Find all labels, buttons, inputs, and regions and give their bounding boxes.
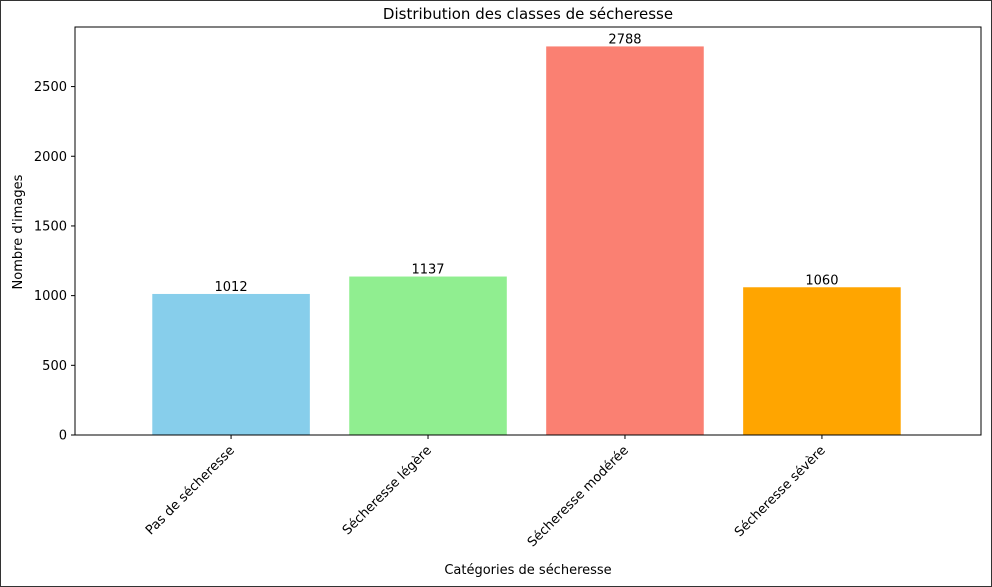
x-tick-label: Pas de sécheresse bbox=[143, 443, 238, 538]
data-label-3: 2788 bbox=[608, 32, 641, 47]
x-tick-label: Sécheresse sévère bbox=[732, 443, 829, 540]
bar-2 bbox=[349, 276, 507, 435]
y-tick-label: 1500 bbox=[34, 219, 67, 234]
data-label-2: 1137 bbox=[411, 263, 444, 278]
plot-area: 1012 1137 2788 1060 0 500 1000 1500 2000 2500 Pas … bbox=[34, 26, 982, 550]
y-tick-label: 0 bbox=[59, 429, 67, 444]
y-axis-label: Nombre d'images bbox=[11, 174, 26, 289]
y-tick-label: 1000 bbox=[34, 289, 67, 304]
plot-frame bbox=[74, 26, 982, 436]
chart-title: Distribution des classes de sécheresse bbox=[383, 5, 673, 23]
x-tick-label: Sécheresse modérée bbox=[525, 443, 632, 550]
x-tick-label: Sécheresse légère bbox=[340, 443, 435, 538]
x-axis-label: Catégories de sécheresse bbox=[444, 563, 611, 578]
y-tick-label: 500 bbox=[42, 359, 67, 374]
bar-4 bbox=[743, 287, 901, 435]
data-label-4: 1060 bbox=[805, 273, 838, 288]
data-label-1: 1012 bbox=[215, 280, 248, 295]
y-tick-label: 2500 bbox=[34, 80, 67, 95]
bar-3 bbox=[546, 46, 704, 436]
bar-1 bbox=[152, 293, 310, 435]
y-tick-label: 2000 bbox=[34, 150, 67, 165]
